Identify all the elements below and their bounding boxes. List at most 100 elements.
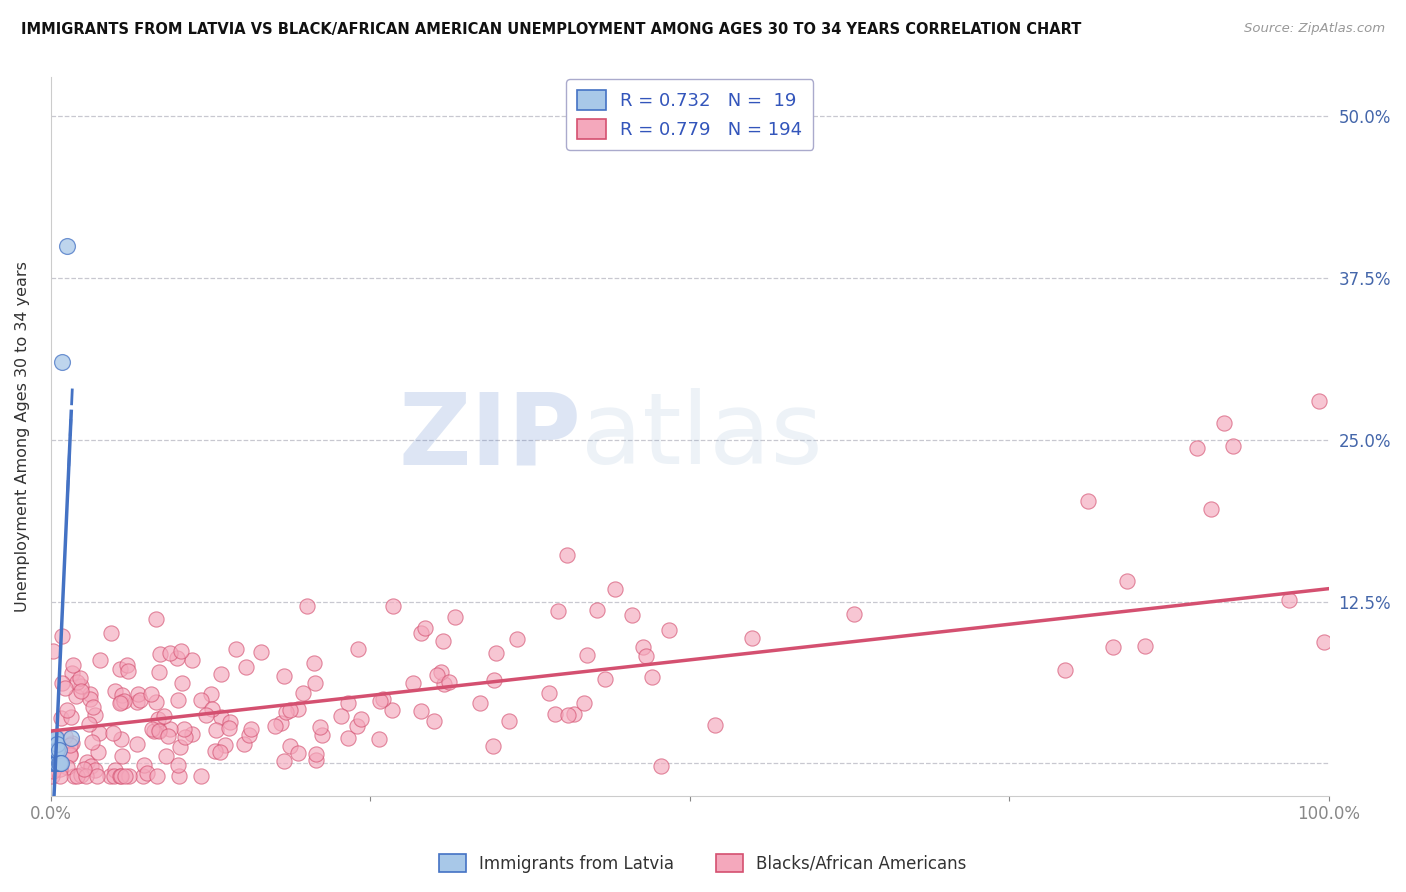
Point (62, 658, 84, 673)
Point (482, 739, 505, 753)
Point (603, 582, 626, 596)
Point (84, 708, 107, 723)
Point (46, 743, 69, 757)
Point (84, 763, 107, 777)
Point (368, 731, 391, 746)
Point (430, 665, 453, 679)
Point (304, 676, 326, 690)
Point (108, 769, 131, 783)
Point (201, 702, 224, 716)
Point (42, 764, 65, 778)
Legend: Immigrants from Latvia, Blacks/African Americans: Immigrants from Latvia, Blacks/African A… (433, 847, 973, 880)
Point (49, 711, 72, 725)
Point (148, 724, 170, 739)
Point (444, 610, 467, 624)
Point (63, 769, 86, 783)
Point (127, 687, 149, 701)
Point (346, 719, 368, 733)
Point (337, 731, 360, 746)
Point (56, 238, 79, 252)
Point (200, 686, 222, 700)
Point (45, 756, 67, 771)
Point (132, 769, 155, 783)
Point (1133, 639, 1156, 653)
Point (208, 745, 231, 759)
Point (148, 712, 170, 726)
Point (409, 625, 432, 640)
Point (79, 687, 101, 701)
Point (46, 737, 69, 751)
Point (214, 738, 236, 752)
Point (309, 720, 332, 734)
Point (498, 714, 520, 728)
Point (426, 668, 449, 682)
Point (155, 749, 177, 764)
Point (278, 739, 301, 754)
Point (347, 642, 370, 657)
Point (136, 766, 159, 780)
Point (1278, 592, 1301, 607)
Y-axis label: Unemployment Among Ages 30 to 34 years: Unemployment Among Ages 30 to 34 years (15, 261, 30, 612)
Point (110, 695, 132, 709)
Point (108, 696, 131, 710)
Point (704, 718, 727, 732)
Point (129, 693, 152, 707)
Point (49, 756, 72, 771)
Point (413, 621, 436, 635)
Point (225, 642, 247, 657)
Point (291, 686, 314, 700)
Point (209, 667, 232, 681)
Point (218, 714, 240, 729)
Point (66, 769, 89, 783)
Point (1213, 416, 1236, 430)
Point (239, 722, 262, 736)
Point (432, 634, 454, 648)
Point (82, 700, 104, 714)
Point (80, 735, 103, 749)
Point (537, 686, 560, 700)
Point (1187, 441, 1209, 455)
Point (153, 708, 176, 723)
Point (544, 707, 567, 722)
Point (585, 603, 607, 617)
Point (115, 658, 138, 673)
Point (69, 768, 91, 782)
Point (86, 745, 108, 759)
Point (409, 705, 432, 719)
Point (650, 758, 672, 772)
Point (86, 769, 108, 783)
Point (641, 671, 664, 685)
Point (1313, 635, 1336, 649)
Point (44, 731, 66, 745)
Point (89, 725, 111, 739)
Point (170, 644, 193, 658)
Point (572, 696, 595, 710)
Point (148, 665, 170, 679)
Point (125, 695, 148, 709)
Point (273, 669, 295, 683)
Point (65, 689, 87, 703)
Point (557, 707, 579, 722)
Point (1308, 394, 1330, 409)
Point (79, 692, 101, 706)
Point (276, 705, 298, 719)
Point (1054, 664, 1077, 678)
Point (157, 729, 180, 743)
Point (575, 648, 598, 662)
Point (842, 607, 865, 621)
Point (235, 659, 257, 673)
Point (166, 651, 188, 665)
Point (41, 769, 63, 783)
Point (69, 671, 91, 685)
Point (44, 739, 66, 753)
Point (311, 728, 333, 742)
Point (53, 729, 76, 743)
Text: atlas: atlas (581, 388, 823, 485)
Point (741, 631, 763, 645)
Point (69, 684, 91, 698)
Point (302, 656, 325, 670)
Point (169, 740, 191, 755)
Point (209, 710, 232, 724)
Point (238, 728, 260, 742)
Point (636, 649, 658, 664)
